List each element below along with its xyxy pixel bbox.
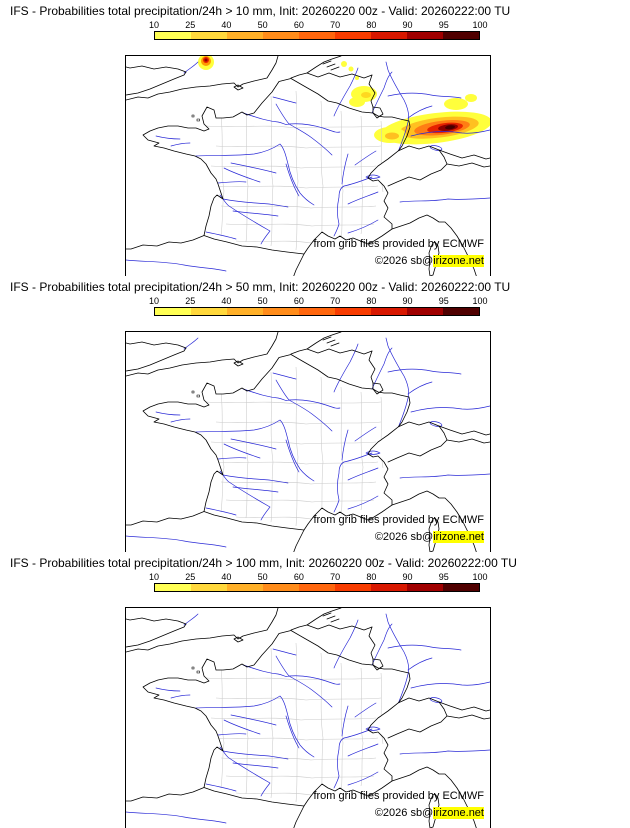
map-panel-50mm: from grib files provided by ECMWF ©2026 … — [125, 331, 491, 552]
credit-copyright: ©2026 sb@irizone.net — [375, 807, 484, 819]
colorbar: 10 25 40 50 60 70 80 90 95 100 — [148, 572, 488, 592]
copyright-prefix: ©2026 sb@ — [374, 807, 434, 819]
colorbar-gradient — [154, 31, 480, 40]
map-panel-100mm: from grib files provided by ECMWF ©2026 … — [125, 607, 491, 828]
colorbar-tick-labels: 10 25 40 50 60 70 80 90 95 100 — [148, 20, 488, 30]
colorbar: 10 25 40 50 60 70 80 90 95 100 — [148, 20, 488, 40]
panel-title: IFS - Probabilities total precipitation/… — [10, 280, 511, 294]
credit-ecmwf: from grib files provided by ECMWF — [313, 238, 484, 250]
copyright-prefix: ©2026 sb@ — [374, 255, 434, 267]
credit-ecmwf: from grib files provided by ECMWF — [313, 514, 484, 526]
copyright-highlight: irizone.net — [433, 255, 484, 267]
copyright-highlight: irizone.net — [433, 807, 484, 819]
map-panel-10mm: from grib files provided by ECMWF ©2026 … — [125, 55, 491, 276]
panel-title: IFS - Probabilities total precipitation/… — [10, 4, 511, 18]
panel-precip-50mm: IFS - Probabilities total precipitation/… — [0, 276, 630, 552]
credit-copyright: ©2026 sb@irizone.net — [375, 255, 484, 267]
credit-ecmwf: from grib files provided by ECMWF — [313, 790, 484, 802]
colorbar: 10 25 40 50 60 70 80 90 95 100 — [148, 296, 488, 316]
colorbar-gradient — [154, 583, 480, 592]
colorbar-gradient — [154, 307, 480, 316]
panel-precip-10mm: IFS - Probabilities total precipitation/… — [0, 0, 630, 276]
panel-title: IFS - Probabilities total precipitation/… — [10, 556, 517, 570]
copyright-highlight: irizone.net — [433, 531, 484, 543]
credit-copyright: ©2026 sb@irizone.net — [375, 531, 484, 543]
colorbar-tick-labels: 10 25 40 50 60 70 80 90 95 100 — [148, 572, 488, 582]
colorbar-tick-labels: 10 25 40 50 60 70 80 90 95 100 — [148, 296, 488, 306]
panel-precip-100mm: IFS - Probabilities total precipitation/… — [0, 552, 630, 828]
copyright-prefix: ©2026 sb@ — [374, 531, 434, 543]
